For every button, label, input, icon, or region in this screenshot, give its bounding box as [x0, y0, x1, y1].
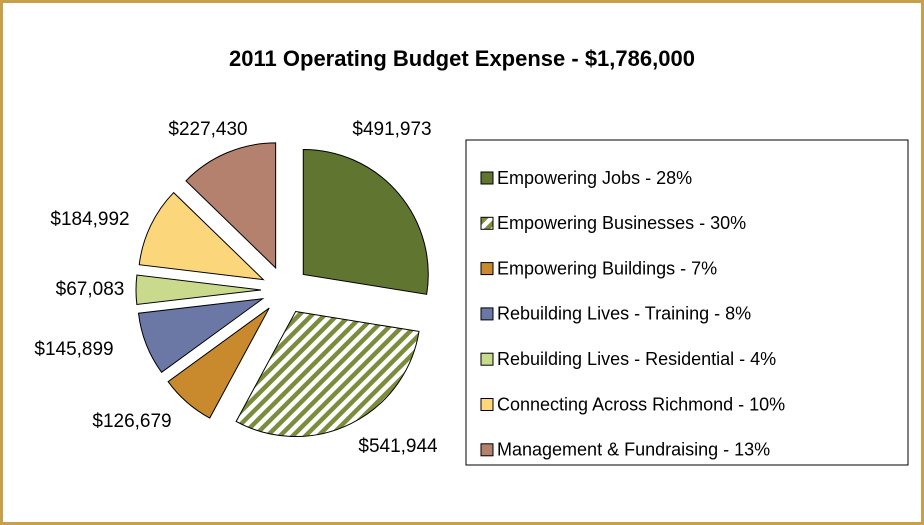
data-label: $184,992	[50, 209, 129, 230]
legend-label: Empowering Buildings - 7%	[497, 258, 717, 278]
legend-label: Empowering Jobs - 28%	[497, 168, 692, 188]
legend-box	[465, 139, 909, 466]
legend-label: Rebuilding Lives - Residential - 4%	[497, 349, 776, 369]
legend-swatch	[480, 352, 494, 366]
pie-slice	[185, 142, 277, 270]
data-label: $227,430	[168, 119, 247, 140]
data-label: $145,899	[34, 339, 113, 360]
legend-label: Empowering Businesses - 30%	[497, 213, 746, 233]
legend-swatch	[480, 307, 494, 321]
legend-swatch	[480, 216, 494, 230]
legend-label: Rebuilding Lives - Training - 8%	[497, 304, 751, 324]
pie-slice	[235, 310, 420, 438]
chart-title: 2011 Operating Budget Expense - $1,786,0…	[229, 46, 695, 71]
pie-slice	[138, 191, 265, 281]
data-label: $541,944	[358, 436, 438, 457]
pie-slice	[167, 307, 270, 419]
data-label: $491,973	[352, 119, 431, 140]
pie-slice	[137, 298, 265, 374]
legend-label: Management & Fundraising - 13%	[497, 440, 770, 460]
legend-swatch	[480, 262, 494, 276]
legend-swatch	[480, 171, 494, 185]
pie-slice	[302, 148, 429, 295]
legend-label: Connecting Across Richmond - 10%	[497, 394, 785, 414]
data-label: $126,679	[92, 411, 171, 432]
legend-swatch	[480, 443, 494, 457]
data-label: $67,083	[56, 279, 125, 300]
pie-slice	[135, 274, 262, 305]
legend-swatch	[480, 398, 494, 411]
